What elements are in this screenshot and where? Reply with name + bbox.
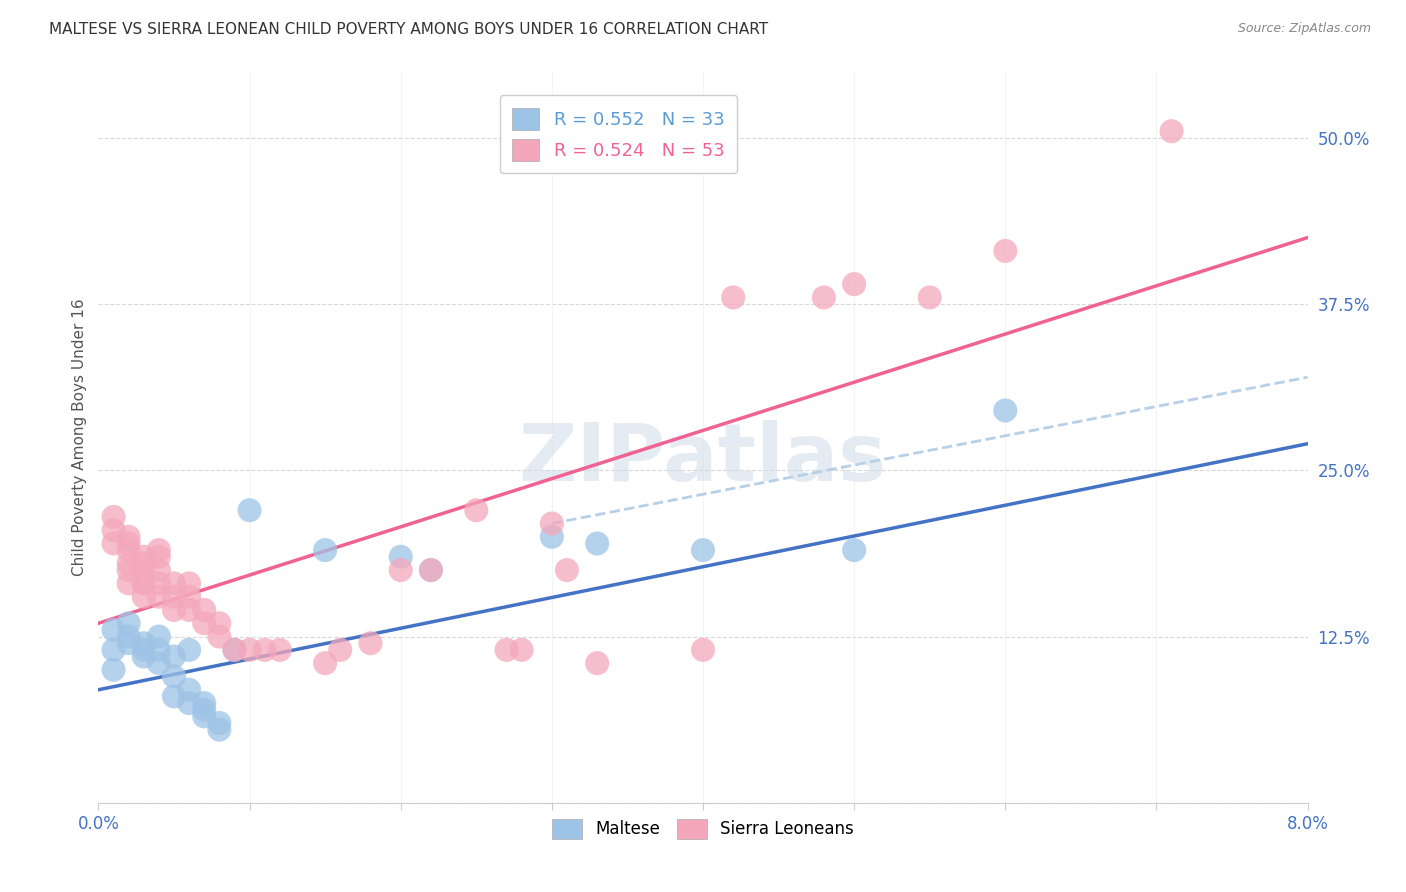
Y-axis label: Child Poverty Among Boys Under 16: Child Poverty Among Boys Under 16 (72, 298, 87, 576)
Point (314, 656, 336, 670)
Point (723, 290, 745, 304)
Point (148, 576, 170, 591)
Point (586, 656, 609, 670)
Point (118, 557, 141, 571)
Legend: Maltese, Sierra Leoneans: Maltese, Sierra Leoneans (546, 812, 860, 846)
Point (193, 709, 215, 723)
Point (179, 696, 201, 710)
Point (844, 277, 866, 292)
Point (994, 403, 1017, 417)
Point (420, 563, 443, 577)
Point (253, 643, 276, 657)
Point (163, 576, 186, 591)
Point (118, 563, 141, 577)
Point (163, 649, 186, 664)
Text: MALTESE VS SIERRA LEONEAN CHILD POVERTY AMONG BOYS UNDER 16 CORRELATION CHART: MALTESE VS SIERRA LEONEAN CHILD POVERTY … (49, 22, 768, 37)
Point (224, 643, 246, 657)
Point (844, 543, 866, 558)
Point (132, 636, 155, 650)
Point (510, 643, 533, 657)
Point (179, 576, 201, 591)
Point (495, 643, 517, 657)
Point (239, 503, 262, 517)
Point (179, 603, 201, 617)
Point (179, 590, 201, 604)
Point (465, 503, 488, 517)
Text: Source: ZipAtlas.com: Source: ZipAtlas.com (1237, 22, 1371, 36)
Point (118, 536, 141, 550)
Point (132, 643, 155, 657)
Point (118, 576, 141, 591)
Point (224, 643, 246, 657)
Point (994, 244, 1017, 258)
Point (540, 516, 562, 531)
Point (314, 543, 336, 558)
Point (132, 563, 155, 577)
Point (193, 603, 215, 617)
Point (360, 636, 382, 650)
Point (193, 703, 215, 717)
Point (813, 290, 835, 304)
Point (118, 543, 141, 558)
Point (239, 643, 262, 657)
Point (420, 563, 443, 577)
Point (163, 690, 186, 704)
Point (132, 576, 155, 591)
Point (132, 649, 155, 664)
Point (148, 549, 170, 564)
Point (540, 530, 562, 544)
Point (179, 643, 201, 657)
Point (179, 682, 201, 697)
Point (692, 543, 714, 558)
Point (103, 643, 125, 657)
Point (118, 616, 141, 631)
Point (103, 536, 125, 550)
Point (163, 603, 186, 617)
Point (148, 656, 170, 670)
Point (148, 563, 170, 577)
Point (148, 543, 170, 558)
Point (586, 536, 609, 550)
Point (118, 530, 141, 544)
Point (163, 669, 186, 683)
Point (132, 590, 155, 604)
Point (269, 643, 291, 657)
Point (103, 523, 125, 537)
Point (555, 563, 578, 577)
Point (148, 630, 170, 644)
Point (148, 643, 170, 657)
Point (692, 643, 714, 657)
Point (132, 549, 155, 564)
Point (103, 663, 125, 677)
Point (163, 590, 186, 604)
Point (148, 590, 170, 604)
Point (918, 290, 941, 304)
Point (132, 576, 155, 591)
Point (208, 616, 231, 631)
Point (193, 696, 215, 710)
Point (193, 616, 215, 631)
Point (208, 723, 231, 737)
Point (389, 549, 412, 564)
Point (118, 636, 141, 650)
Point (208, 716, 231, 731)
Point (208, 630, 231, 644)
Point (132, 557, 155, 571)
Text: ZIPatlas: ZIPatlas (519, 420, 887, 498)
Point (329, 643, 352, 657)
Point (103, 509, 125, 524)
Point (1160, 124, 1182, 138)
Point (389, 563, 412, 577)
Point (118, 630, 141, 644)
Point (103, 623, 125, 637)
